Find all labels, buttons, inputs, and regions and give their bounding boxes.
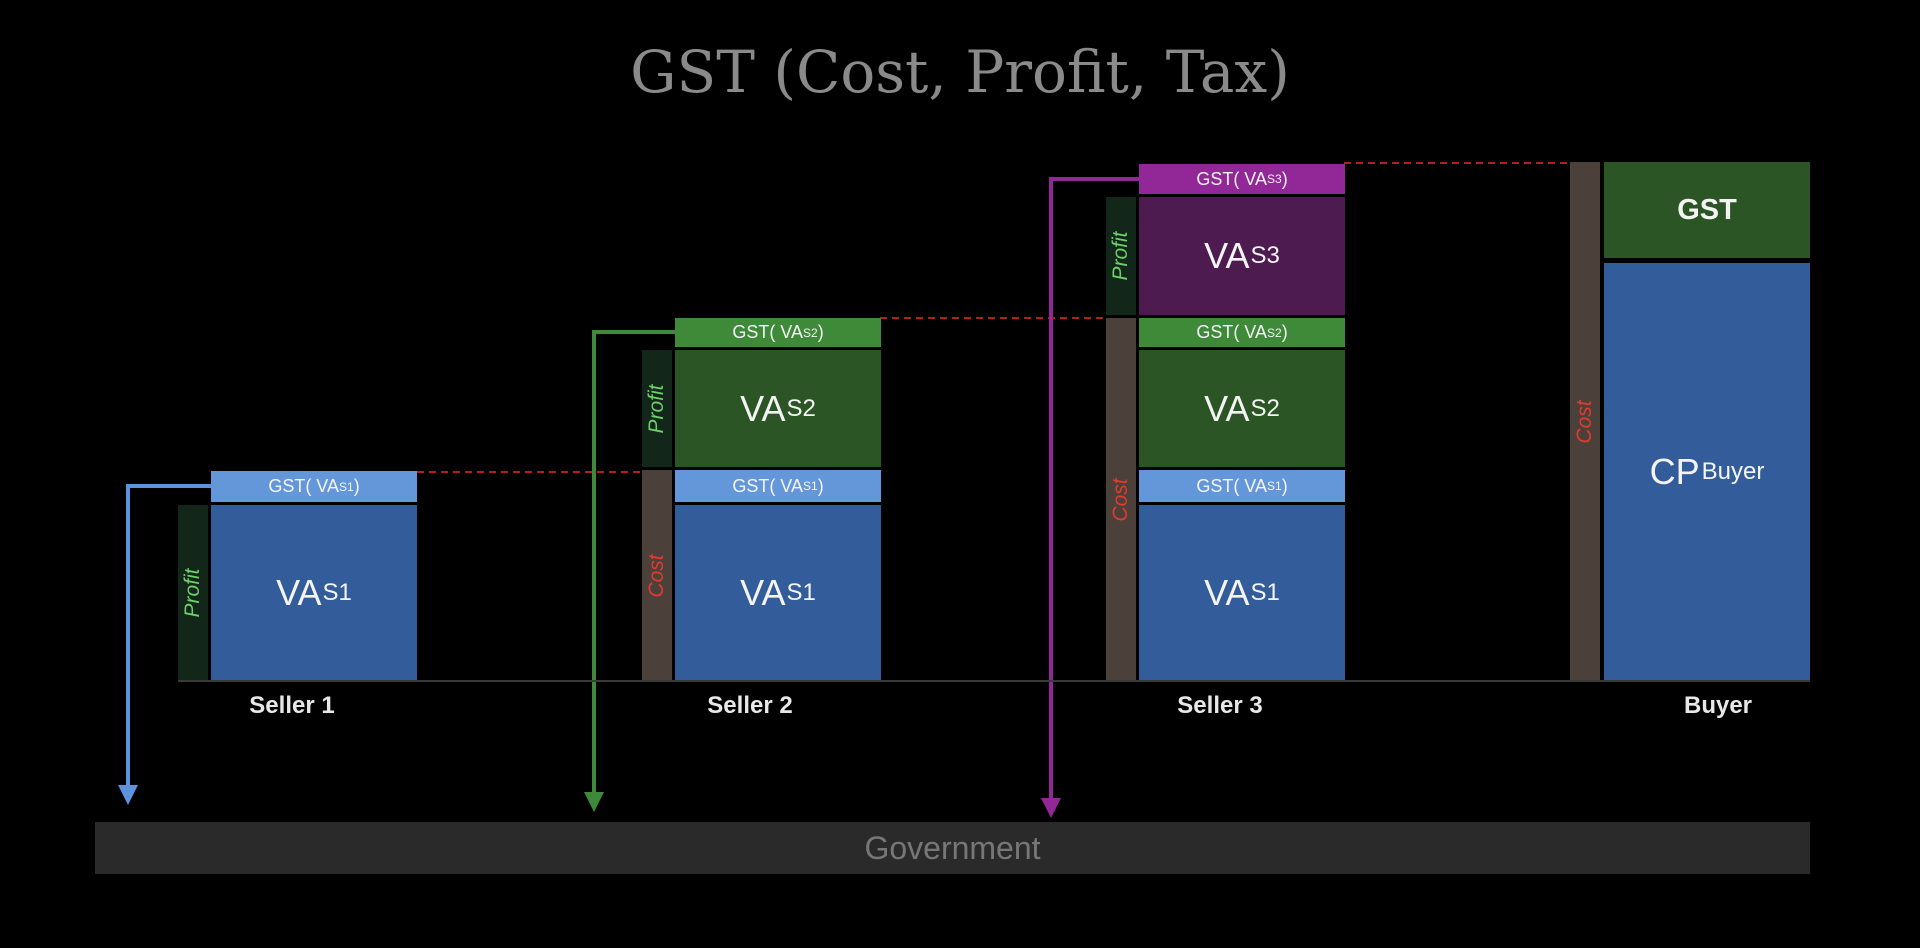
buyer-cp-box: CP Buyer [1604, 263, 1810, 681]
seller2-profit-label: Profit [645, 383, 668, 434]
seller1-profit-strip: Profit [178, 505, 208, 681]
seller2-gst-s1-box: GST( VA S1 ) [675, 470, 881, 502]
seller3-profit-strip: Profit [1106, 197, 1136, 315]
seller3-label: Seller 3 [1177, 692, 1263, 719]
government-bar: Government [95, 822, 1810, 874]
seller1-va-box: VA S1 [211, 505, 417, 681]
seller3-cost-strip: Cost [1106, 318, 1136, 681]
seller3-va-s2-box: VA S2 [1139, 350, 1345, 467]
seller3-gst-s1-box: GST( VA S1 ) [1139, 470, 1345, 502]
gst-arrow-seller1 [118, 484, 211, 805]
baseline [178, 680, 1810, 682]
seller3-va-s3-box: VA S3 [1139, 197, 1345, 315]
gst-arrow-seller2 [584, 330, 675, 812]
gst-arrow-seller3 [1041, 177, 1139, 818]
seller2-profit-strip: Profit [642, 350, 672, 467]
seller1-profit-label: Profit [181, 568, 204, 618]
buyer-cost-label: Cost [1573, 399, 1596, 444]
dashed-connectors [417, 162, 1570, 473]
seller3-gst-s2-box: GST( VA S2 ) [1139, 318, 1345, 347]
seller2-label: Seller 2 [707, 692, 793, 719]
seller1-gst-box: GST( VA S1 ) [211, 471, 417, 502]
seller2-cost-strip: Cost [642, 470, 672, 681]
seller2-gst-s2-box: GST( VA S2 ) [675, 318, 881, 347]
government-label: Government [864, 829, 1041, 866]
seller3-cost-label: Cost [1109, 477, 1132, 522]
buyer-cost-strip: Cost [1570, 162, 1600, 681]
buyer-gst-box: GST [1604, 162, 1810, 258]
seller3-va-s1-box: VA S1 [1139, 505, 1345, 681]
buyer-label: Buyer [1683, 692, 1753, 719]
seller3-profit-label: Profit [1109, 231, 1132, 281]
seller1-label: Seller 1 [249, 692, 335, 719]
diagram-title: GST (Cost, Profit, Tax) [630, 38, 1290, 106]
seller2-va-s1-box: VA S1 [675, 505, 881, 681]
seller3-gst-s3-box: GST( VA S3 ) [1139, 164, 1345, 194]
seller2-va-s2-box: VA S2 [675, 350, 881, 467]
seller2-cost-label: Cost [645, 553, 668, 598]
